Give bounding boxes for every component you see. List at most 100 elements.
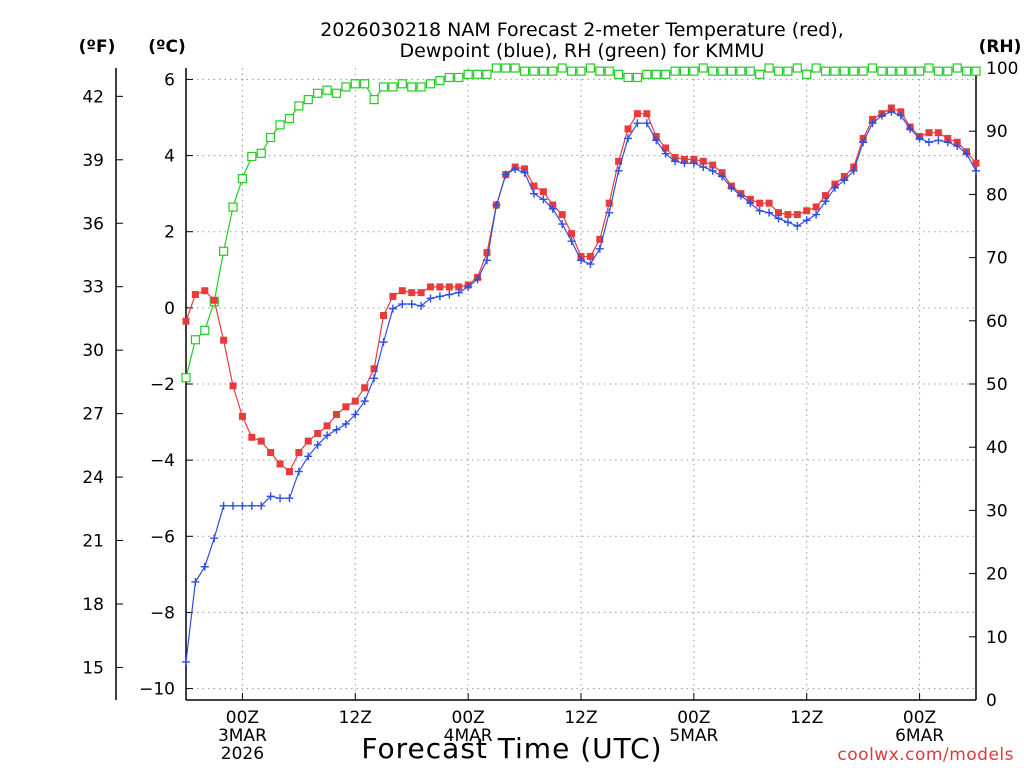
rh-point xyxy=(943,66,953,76)
rh-tick-label: 10 xyxy=(986,628,1008,648)
temperature-point xyxy=(342,403,350,411)
rh-point xyxy=(698,63,708,73)
rh-point xyxy=(519,66,530,76)
fahrenheit-axis-label: (ºF) xyxy=(79,37,116,57)
temperature-point xyxy=(304,437,312,445)
temperature-point xyxy=(398,287,406,295)
rh-point xyxy=(538,66,548,76)
rh-point xyxy=(463,69,473,79)
temperature-point xyxy=(784,211,792,219)
temperature-point xyxy=(596,235,604,243)
dewpoint-point xyxy=(755,206,764,215)
celsius-tick-label: −4 xyxy=(150,451,175,471)
dewpoint-point xyxy=(962,149,971,158)
dewpoint-point xyxy=(323,431,332,440)
rh-point xyxy=(303,94,313,105)
date-tick-label: 5MAR xyxy=(669,726,718,746)
dewpoint-point xyxy=(200,562,209,571)
celsius-tick-label: 0 xyxy=(164,299,175,319)
rh-point xyxy=(914,66,925,76)
rh-point xyxy=(501,63,511,73)
temperature-point xyxy=(257,437,265,445)
dewpoint-point xyxy=(370,374,379,383)
dewpoint-point xyxy=(868,119,877,128)
temperature-point xyxy=(568,230,576,238)
date-tick-label: 4MAR xyxy=(444,726,493,746)
rh-point xyxy=(783,66,793,76)
rh-point xyxy=(689,66,699,76)
rh-point xyxy=(313,88,323,98)
rh-point xyxy=(360,79,370,89)
dewpoint-point xyxy=(586,260,595,269)
dewpoint-point xyxy=(924,138,933,147)
rh-point xyxy=(764,63,774,73)
rh-point xyxy=(294,101,304,111)
dewpoint-point xyxy=(266,492,275,501)
rh-point xyxy=(839,66,849,76)
rh-point xyxy=(867,63,878,73)
dewpoint-point xyxy=(736,191,745,200)
dewpoint-point xyxy=(257,501,266,510)
rh-tick-label: 30 xyxy=(986,501,1008,521)
temperature-point xyxy=(285,468,293,476)
dewpoint-point xyxy=(341,419,350,428)
temperature-point xyxy=(427,283,435,291)
dewpoint-point xyxy=(388,304,397,313)
rh-point xyxy=(961,66,972,76)
dewpoint-point xyxy=(219,501,228,510)
rh-point xyxy=(454,72,464,83)
rh-point xyxy=(369,94,379,105)
dewpoint-point xyxy=(464,282,473,291)
fahrenheit-tick-label: 42 xyxy=(82,87,104,107)
temperature-point xyxy=(417,289,425,297)
temperature-point xyxy=(295,449,303,457)
temperature-point xyxy=(182,317,190,325)
dewpoint-point xyxy=(313,440,322,449)
credit-link[interactable]: coolwx.com/models xyxy=(837,745,1014,765)
dewpoint-point xyxy=(548,204,557,213)
temperature-series xyxy=(182,104,980,476)
temperature-point xyxy=(530,182,538,190)
temperature-point xyxy=(615,157,623,165)
rh-point xyxy=(623,72,633,83)
rh-point xyxy=(388,82,398,92)
dewpoint-point xyxy=(210,534,219,543)
temperature-point xyxy=(238,412,246,420)
rh-point xyxy=(933,66,943,76)
time-tick-label: 00Z xyxy=(226,708,259,728)
temperature-point xyxy=(539,188,547,196)
rh-tick-label: 40 xyxy=(986,438,1008,458)
dewpoint-point xyxy=(680,159,689,168)
dewpoint-point xyxy=(332,425,341,434)
rh-point xyxy=(632,72,643,83)
rh-point xyxy=(219,246,229,256)
rh-point xyxy=(858,66,868,76)
celsius-tick-label: 4 xyxy=(164,147,175,167)
dewpoint-point xyxy=(624,134,633,143)
fahrenheit-tick-label: 18 xyxy=(82,595,104,615)
dewpoint-point xyxy=(379,338,388,347)
time-tick-label: 12Z xyxy=(790,708,823,728)
dewpoint-point xyxy=(934,136,943,145)
rh-point xyxy=(886,66,896,76)
dewpoint-point xyxy=(708,166,717,175)
dewpoint-point xyxy=(840,176,849,185)
dewpoint-point xyxy=(727,183,736,192)
rh-point xyxy=(924,63,934,73)
temperature-point xyxy=(803,207,811,215)
dewpoint-point xyxy=(718,172,727,181)
dewpoint-point xyxy=(896,111,905,120)
dewpoint-point xyxy=(247,501,256,510)
rh-point xyxy=(576,66,586,76)
temperature-point xyxy=(709,161,717,169)
dewpoint-point xyxy=(539,195,548,204)
rh-point xyxy=(425,79,436,89)
temperature-point xyxy=(633,110,641,118)
rh-tick-label: 100 xyxy=(986,59,1018,79)
temperature-point xyxy=(323,422,331,430)
rh-point xyxy=(341,82,351,92)
rh-point xyxy=(773,66,784,76)
temperature-point xyxy=(925,129,933,137)
temperature-point xyxy=(934,129,942,137)
rh-point xyxy=(971,66,981,76)
